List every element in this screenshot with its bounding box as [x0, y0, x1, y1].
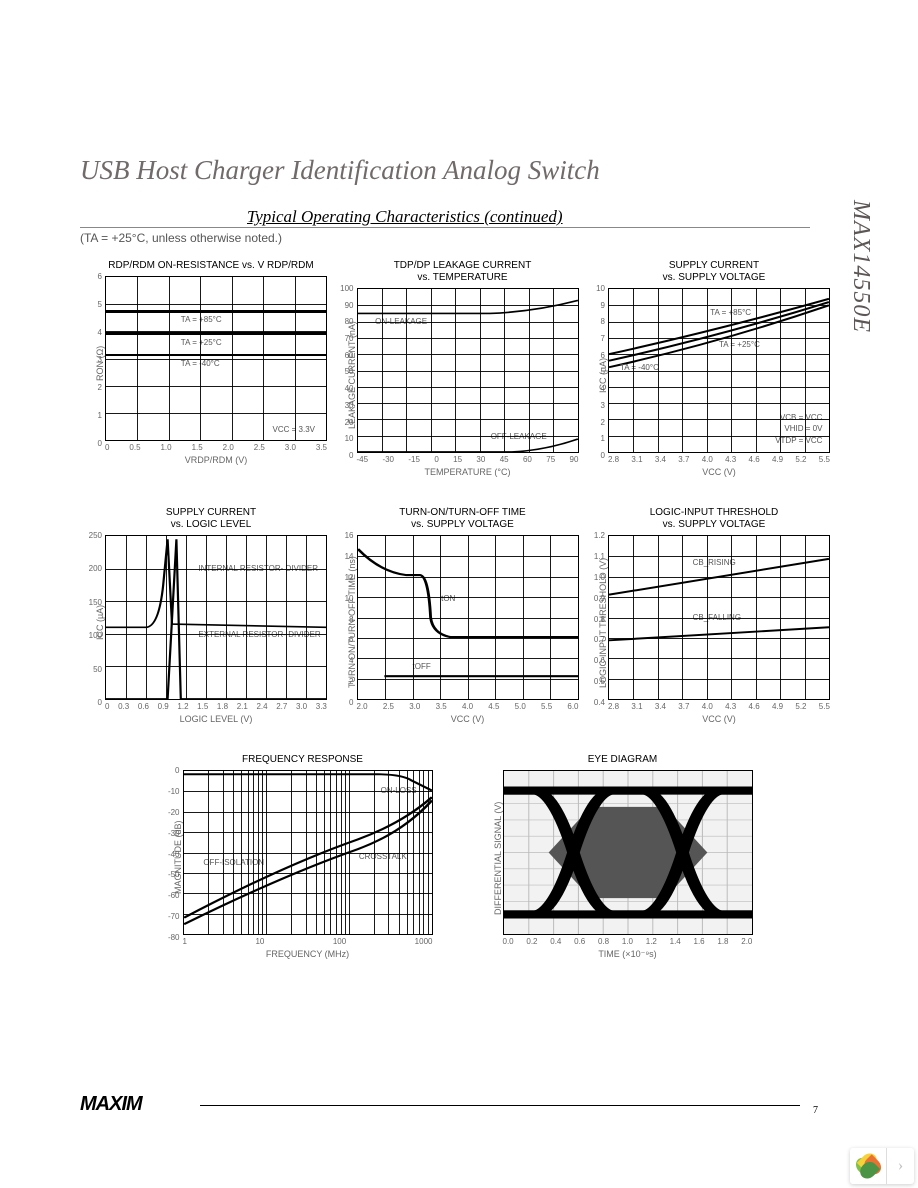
- plot-area: 109876543210 TA = +85°C TA = +25°C TA = …: [608, 288, 830, 453]
- xlabel: VRDP/RDM (V): [105, 455, 327, 465]
- yticks: 250200150100500: [82, 531, 102, 707]
- chart-row-2: SUPPLY CURRENTvs. LOGIC LEVEL ICC (µA) 2…: [95, 507, 830, 724]
- curves: [106, 536, 326, 699]
- curve-85c: [106, 310, 326, 313]
- xlabel: VCC (V): [608, 714, 830, 724]
- chart-leakage: TDP/DP LEAKAGE CURRENTvs. TEMPERATURE LE…: [347, 260, 579, 477]
- xticks: 2.83.13.43.74.04.34.64.95.25.5: [608, 702, 830, 711]
- chart-logic-thresh: LOGIC-INPUT THRESHOLDvs. SUPPLY VOLTAGE …: [598, 507, 830, 724]
- part-number: MAX14550E: [847, 200, 874, 333]
- xlabel: TEMPERATURE (°C): [357, 467, 579, 477]
- maxim-logo: MAXIM: [80, 1093, 142, 1116]
- plot-area: 1.21.11.00.90.80.70.60.50.4 CB_RISING CB…: [608, 535, 830, 700]
- xticks: 1101001000: [183, 937, 433, 946]
- xticks: 2.02.53.03.54.04.55.05.56.0: [357, 702, 579, 711]
- chart-title: FREQUENCY RESPONSE: [173, 754, 433, 766]
- chart-row-1: RDP/RDM ON-RESISTANCE vs. V RDP/RDM RON …: [95, 260, 830, 477]
- page-number: 7: [813, 1105, 818, 1116]
- chart-icc-logic: SUPPLY CURRENTvs. LOGIC LEVEL ICC (µA) 2…: [95, 507, 327, 724]
- chart-title: TURN-ON/TURN-OFF TIMEvs. SUPPLY VOLTAGE: [347, 507, 579, 531]
- xlabel: VCC (V): [608, 467, 830, 477]
- annot: TA = +25°C: [719, 341, 760, 350]
- yticks: 6543210: [82, 272, 102, 448]
- plot-area: 6543210 TA = +85°C TA = +25°C TA = -40°C…: [105, 276, 327, 441]
- chart-title: TDP/DP LEAKAGE CURRENTvs. TEMPERATURE: [347, 260, 579, 284]
- xticks: 2.83.13.43.74.04.34.64.95.25.5: [608, 455, 830, 464]
- footer-divider: [200, 1105, 800, 1106]
- corner-widget[interactable]: ›: [850, 1148, 914, 1184]
- annot: CB_RISING: [693, 559, 736, 568]
- yticks: 109876543210: [585, 284, 605, 460]
- curve-25c: [106, 332, 326, 335]
- annot: INTERNAL RESISTOR- DIVIDER: [198, 565, 318, 574]
- eye-plot: 0.50.40.30.20.10-0.1-0.2-0.3-0.4-0.5: [503, 770, 753, 935]
- xticks: 0.00.20.40.60.81.01.21.41.61.82.0: [503, 937, 753, 946]
- yticks: 0-10-20-30-40-50-60-70-80: [160, 766, 180, 942]
- xticks: 00.51.01.52.02.53.03.5: [105, 443, 327, 452]
- annot: VTDP = VCC: [775, 437, 822, 446]
- annot: CB_FALLING: [693, 614, 741, 623]
- chart-title: SUPPLY CURRENTvs. LOGIC LEVEL: [95, 507, 327, 531]
- page-title: USB Host Charger Identification Analog S…: [80, 155, 600, 186]
- plot-area: 0-10-20-30-40-50-60-70-80 ON-LOSS OFF-IS…: [183, 770, 433, 935]
- annot: VCB = VCC: [780, 414, 822, 423]
- chart-ton-toff: TURN-ON/TURN-OFF TIMEvs. SUPPLY VOLTAGE …: [347, 507, 579, 724]
- charts-grid: RDP/RDM ON-RESISTANCE vs. V RDP/RDM RON …: [95, 260, 830, 960]
- chart-ron: RDP/RDM ON-RESISTANCE vs. V RDP/RDM RON …: [95, 260, 327, 477]
- plot-area: 250200150100500 INTERNAL RESISTOR- DIVID…: [105, 535, 327, 700]
- yticks: 1614121086420: [334, 531, 354, 707]
- conditions-note: (TA = +25°C, unless otherwise noted.): [80, 227, 810, 245]
- corner-next-button[interactable]: ›: [886, 1148, 914, 1184]
- chart-title: EYE DIAGRAM: [493, 754, 753, 766]
- xlabel: TIME (×10⁻⁹s): [503, 949, 753, 960]
- plot-area: 1009080706050403020100 ON-LEAKAGE OFF-LE…: [357, 288, 579, 453]
- annot: EXTERNAL RESISTOR- DIVIDER: [198, 631, 320, 640]
- annot: VHID = 0V: [784, 425, 822, 434]
- yticks: 1.21.11.00.90.80.70.60.50.4: [585, 531, 605, 707]
- xlabel: LOGIC LEVEL (V): [105, 714, 327, 724]
- chart-title: SUPPLY CURRENTvs. SUPPLY VOLTAGE: [598, 260, 830, 284]
- chart-freq-resp: FREQUENCY RESPONSE MAGNITUDE (dB) 0-10-2…: [173, 754, 433, 960]
- chart-eye-diagram: EYE DIAGRAM DIFFERENTIAL SIGNAL (V): [493, 754, 753, 960]
- chart-icc-vcc: SUPPLY CURRENTvs. SUPPLY VOLTAGE ICC (µA…: [598, 260, 830, 477]
- flower-icon: [850, 1148, 886, 1184]
- xlabel: FREQUENCY (MHz): [183, 949, 433, 959]
- xlabel: VCC (V): [357, 714, 579, 724]
- chart-title: RDP/RDM ON-RESISTANCE vs. V RDP/RDM: [95, 260, 327, 272]
- chart-row-3: FREQUENCY RESPONSE MAGNITUDE (dB) 0-10-2…: [95, 754, 830, 960]
- yticks: 1009080706050403020100: [334, 284, 354, 460]
- section-title: Typical Operating Characteristics (conti…: [247, 207, 563, 227]
- xticks: 00.30.60.91.21.51.82.12.42.73.03.3: [105, 702, 327, 711]
- annot: tOFF: [413, 663, 431, 672]
- ylabel: DIFFERENTIAL SIGNAL (V): [493, 770, 503, 946]
- chart-title: LOGIC-INPUT THRESHOLDvs. SUPPLY VOLTAGE: [598, 507, 830, 531]
- xticks: -45-30-150153045607590: [357, 455, 579, 464]
- annot: tON: [441, 595, 455, 604]
- plot-area: 1614121086420 tON tOFF: [357, 535, 579, 700]
- curve-n40c: [106, 354, 326, 356]
